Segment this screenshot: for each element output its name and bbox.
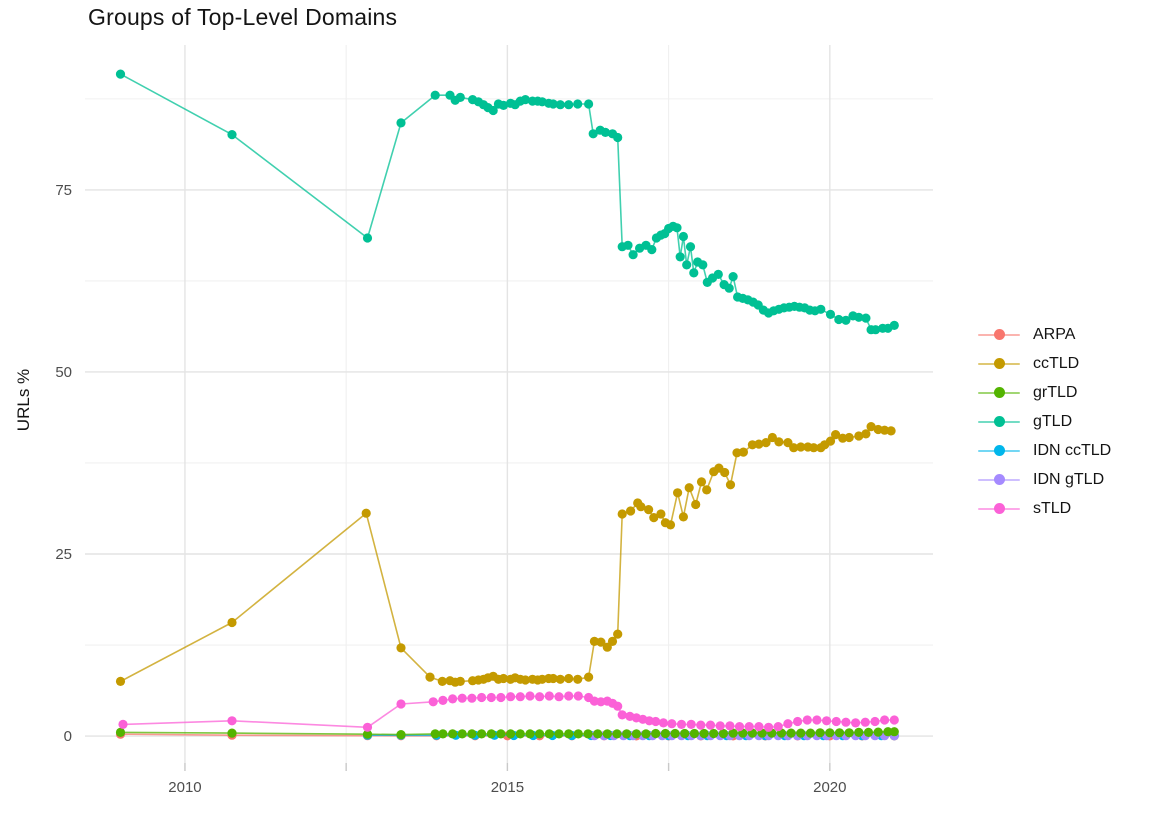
- legend-item-idn-cctld: IDN ccTLD: [978, 436, 1111, 465]
- legend-item-arpa: ARPA: [978, 320, 1111, 349]
- legend-label: ARPA: [1033, 325, 1076, 343]
- y-axis-title: URLs %: [14, 368, 33, 432]
- legend-item-gtld: gTLD: [978, 407, 1111, 436]
- legend-key-icon: [978, 328, 1020, 342]
- legend-item-cctld: ccTLD: [978, 349, 1111, 378]
- legend-label: ccTLD: [1033, 354, 1080, 372]
- series-gtld: [115, 69, 899, 335]
- legend-label: sTLD: [1033, 499, 1072, 517]
- y-tick-label: 25: [55, 546, 72, 563]
- series-cctld: [115, 422, 896, 687]
- chart-title: Groups of Top-Level Domains: [88, 4, 398, 30]
- series-stld: [118, 691, 899, 732]
- legend-key-icon: [978, 386, 1020, 400]
- x-tick-label: 2015: [491, 779, 524, 796]
- legend-key-icon: [978, 502, 1020, 516]
- legend-label: IDN gTLD: [1033, 470, 1105, 488]
- legend-item-stld: sTLD: [978, 494, 1111, 523]
- x-axis-ticks: [184, 763, 831, 771]
- legend-key-icon: [978, 415, 1020, 429]
- x-axis-labels: 2010 2015 2020: [168, 779, 846, 796]
- gridlines-major: [85, 45, 933, 763]
- legend: ARPA ccTLD grTLD gTLD IDN ccTLD IDN gTLD…: [978, 320, 1111, 523]
- x-tick-label: 2010: [168, 779, 201, 796]
- legend-key-icon: [978, 473, 1020, 487]
- legend-label: gTLD: [1033, 412, 1073, 430]
- y-axis-labels: 0 25 50 75: [55, 182, 72, 745]
- gridlines-minor: [85, 45, 933, 763]
- legend-item-grtld: grTLD: [978, 378, 1111, 407]
- legend-item-idn-gtld: IDN gTLD: [978, 465, 1111, 494]
- y-tick-label: 75: [55, 182, 72, 199]
- y-tick-label: 50: [55, 364, 72, 381]
- legend-key-icon: [978, 357, 1020, 371]
- x-tick-label: 2020: [813, 779, 846, 796]
- legend-label: IDN ccTLD: [1033, 441, 1112, 459]
- legend-label: grTLD: [1033, 383, 1078, 401]
- y-tick-label: 0: [64, 728, 72, 745]
- legend-key-icon: [978, 444, 1020, 458]
